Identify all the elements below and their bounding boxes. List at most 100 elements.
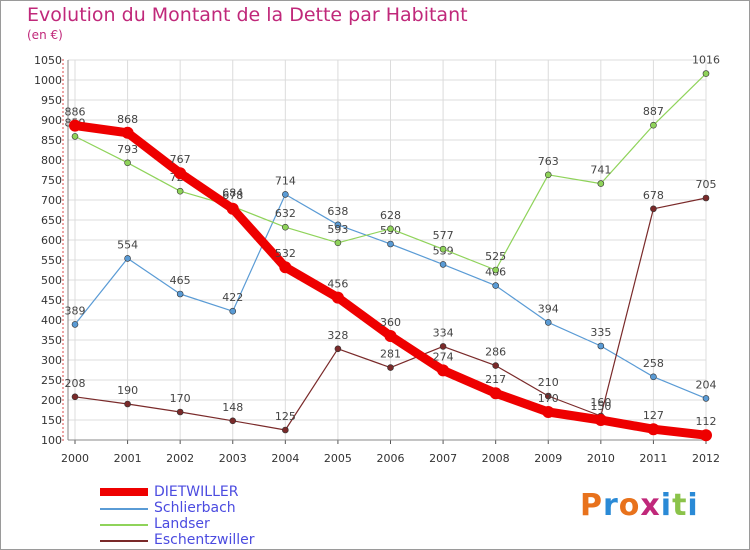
point-schlierbach xyxy=(282,191,289,198)
data-label-schlierbach: 204 xyxy=(696,378,717,391)
data-label-schlierbach: 554 xyxy=(117,238,138,251)
point-landser xyxy=(702,70,710,77)
x-tick-label: 2003 xyxy=(219,452,247,465)
data-label-eschentzwiller: 705 xyxy=(696,178,717,191)
data-label-eschentzwiller: 210 xyxy=(538,376,559,389)
point-schlierbach xyxy=(229,307,237,315)
data-label-landser: 632 xyxy=(275,207,296,220)
point-eschentzwiller xyxy=(334,345,342,353)
point-schlierbach xyxy=(71,321,79,328)
point-schlierbach xyxy=(597,342,605,350)
legend-label-dietwiller: DIETWILLER xyxy=(154,484,239,500)
data-label-schlierbach: 335 xyxy=(590,326,611,339)
y-tick-label: 300 xyxy=(41,354,62,367)
y-tick-label: 900 xyxy=(41,114,62,127)
y-tick-label: 950 xyxy=(41,94,62,107)
data-label-dietwiller: 360 xyxy=(380,316,401,329)
y-tick-label: 450 xyxy=(41,294,62,307)
point-schlierbach xyxy=(387,240,394,248)
point-dietwiller xyxy=(700,429,712,442)
point-dietwiller xyxy=(279,261,292,274)
y-tick-label: 350 xyxy=(41,334,62,347)
y-tick-label: 800 xyxy=(41,154,62,167)
legend-swatch-eschentzwiller xyxy=(100,540,148,542)
x-tick-label: 2012 xyxy=(692,452,720,465)
point-landser xyxy=(71,133,79,140)
x-tick-label: 2001 xyxy=(114,452,142,465)
point-dietwiller xyxy=(121,126,134,139)
point-eschentzwiller xyxy=(229,417,237,425)
y-tick-label: 500 xyxy=(41,274,62,287)
data-label-eschentzwiller: 328 xyxy=(327,329,348,342)
point-landser xyxy=(176,187,184,195)
data-label-dietwiller: 150 xyxy=(590,400,611,413)
legend-label-schlierbach: Schlierbach xyxy=(154,500,236,516)
data-label-eschentzwiller: 281 xyxy=(380,348,401,361)
data-label-dietwiller: 217 xyxy=(485,373,506,386)
point-eschentzwiller xyxy=(71,393,79,401)
y-tick-label: 200 xyxy=(41,394,62,407)
y-tick-label: 250 xyxy=(41,374,62,387)
chart-title: Evolution du Montant de la Dette par Hab… xyxy=(27,4,468,26)
y-tick-label: 850 xyxy=(41,134,62,147)
legend-swatch-schlierbach xyxy=(100,508,148,510)
point-schlierbach xyxy=(176,290,184,298)
point-schlierbach xyxy=(650,373,657,381)
point-dietwiller xyxy=(69,119,81,132)
point-landser xyxy=(282,223,289,231)
data-label-schlierbach: 714 xyxy=(275,174,296,187)
data-label-eschentzwiller: 190 xyxy=(117,384,138,397)
point-dietwiller xyxy=(437,364,450,377)
data-label-dietwiller: 678 xyxy=(222,189,243,202)
point-dietwiller xyxy=(174,167,187,180)
data-label-landser: 577 xyxy=(433,229,454,242)
legend-swatch-dietwiller xyxy=(100,488,148,496)
point-schlierbach xyxy=(544,319,552,326)
data-label-eschentzwiller: 170 xyxy=(170,392,191,405)
point-schlierbach xyxy=(702,395,710,402)
data-label-schlierbach: 258 xyxy=(643,357,664,370)
point-eschentzwiller xyxy=(439,343,447,350)
data-label-dietwiller: 886 xyxy=(65,106,86,119)
x-tick-label: 2005 xyxy=(324,452,352,465)
y-tick-label: 600 xyxy=(41,234,62,247)
point-eschentzwiller xyxy=(544,392,552,400)
x-tick-label: 2011 xyxy=(639,452,667,465)
y-tick-label: 150 xyxy=(41,414,62,427)
x-tick-label: 2008 xyxy=(482,452,510,465)
y-tick-label: 100 xyxy=(41,434,62,447)
data-label-dietwiller: 868 xyxy=(117,113,138,126)
point-dietwiller xyxy=(489,387,502,400)
x-tick-label: 2009 xyxy=(534,452,562,465)
point-landser xyxy=(439,245,447,253)
point-eschentzwiller xyxy=(176,408,184,416)
data-label-dietwiller: 170 xyxy=(538,392,559,405)
y-tick-label: 1000 xyxy=(34,74,62,87)
point-eschentzwiller xyxy=(282,426,289,434)
proxiti-logo: Proxiti xyxy=(580,488,699,523)
point-landser xyxy=(650,121,657,129)
point-schlierbach xyxy=(124,255,131,262)
point-schlierbach xyxy=(439,261,447,268)
y-tick-label: 550 xyxy=(41,254,62,267)
data-label-dietwiller: 112 xyxy=(696,415,717,428)
data-label-eschentzwiller: 208 xyxy=(65,377,86,390)
data-label-schlierbach: 389 xyxy=(65,304,86,317)
x-tick-label: 2010 xyxy=(587,452,615,465)
data-label-dietwiller: 127 xyxy=(643,409,664,422)
data-label-landser: 1016 xyxy=(692,54,720,67)
data-label-dietwiller: 767 xyxy=(170,153,191,166)
x-tick-label: 2004 xyxy=(271,452,299,465)
point-landser xyxy=(597,180,605,187)
data-label-dietwiller: 456 xyxy=(327,278,348,291)
data-label-dietwiller: 532 xyxy=(275,247,296,260)
point-landser xyxy=(124,159,131,167)
data-label-landser: 525 xyxy=(485,250,506,263)
x-tick-label: 2006 xyxy=(377,452,405,465)
data-label-schlierbach: 638 xyxy=(327,205,348,218)
point-landser xyxy=(387,225,394,233)
data-label-eschentzwiller: 286 xyxy=(485,346,506,359)
point-eschentzwiller xyxy=(387,364,394,371)
y-tick-label: 400 xyxy=(41,314,62,327)
